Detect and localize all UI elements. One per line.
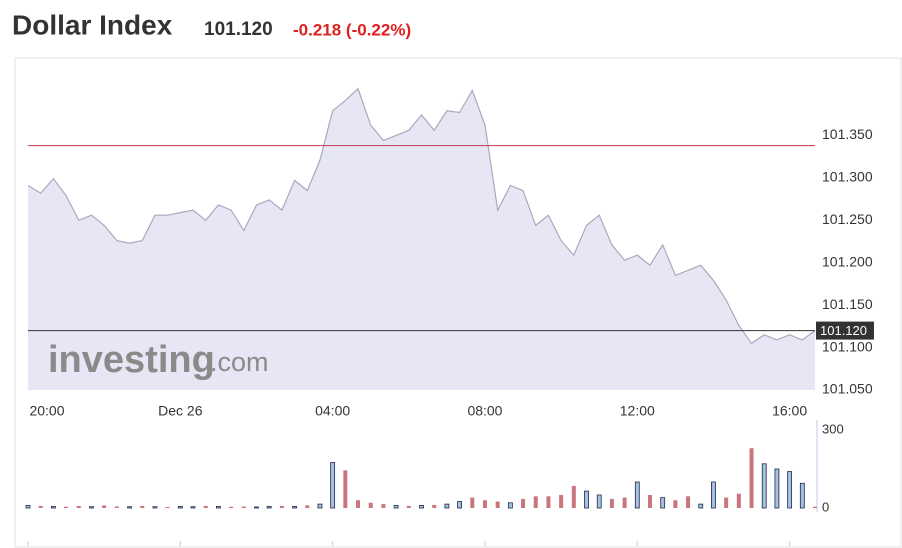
volume-bar [711,481,716,509]
volume-bar [609,498,614,508]
volume-bar [584,490,589,509]
last-price-label: 101.120 [820,323,867,338]
volume-bar [317,503,323,509]
x-tick-label: 16:00 [772,403,807,419]
volume-bar [229,506,234,508]
volume-bar [292,506,297,509]
volume-bar [102,505,107,508]
volume-bar [216,506,221,509]
price-area [28,88,815,390]
volume-bar [634,481,640,509]
price-line [27,87,816,345]
volume-bar [813,506,817,508]
volume-bar [724,497,729,508]
y-tick-label: 101.200 [822,253,873,269]
y-tick-label: 101.050 [822,381,873,397]
volume-bar [266,506,272,509]
volume-bar [482,500,487,508]
volume-bar [254,506,259,509]
y-tick-label: 101.100 [822,338,873,354]
volume-bar [381,504,386,508]
volume-bar [241,506,246,508]
volume-bar [406,505,411,508]
last-price: 101.120 [204,19,273,40]
volume-bar [305,505,310,508]
volume-bar [368,502,373,508]
volume-bar [152,506,158,509]
volume-bar [761,463,767,509]
volume-bar [76,505,81,508]
volume-bar [774,468,780,509]
volume-bar [64,506,69,508]
volume-bar [787,471,793,509]
volume-bar [799,482,805,509]
chart-frame [14,57,902,548]
volume-bar [432,504,437,508]
volume-bar [38,505,43,508]
volume-bar [444,503,450,509]
volume-bar [596,494,602,509]
x-tick-label: 04:00 [315,403,350,419]
volume-bar [571,485,576,508]
last-price-box [816,321,874,340]
volume-bar [330,462,336,509]
volume-bar [470,497,475,508]
volume-bar [559,495,564,508]
y-tick-label: 101.150 [822,296,873,312]
volume-bar [343,470,348,508]
volume-bar [673,500,678,508]
volume-bar [393,504,399,509]
y-tick-label: 101.300 [822,169,873,185]
volume-bar [419,504,424,509]
chart-title: Dollar Index [12,9,173,40]
volume-bar [507,502,513,509]
volume-bar [25,504,31,509]
volume-bar [165,506,170,508]
volume-bar [546,496,551,508]
x-tick-label: Dec 26 [158,403,203,419]
volume-bar [114,506,119,508]
y-tick-label: 101.250 [822,211,873,227]
volume-bar [140,505,145,508]
y-tick-label: 101.350 [822,126,873,142]
volume-tick-label: 300 [822,421,844,436]
watermark-suffix: .com [210,347,269,377]
volume-bar [203,505,208,508]
volume-bar [647,495,652,508]
volume-tick-label: 0 [822,499,829,514]
volume-bar [177,506,183,509]
volume-bar [495,501,500,508]
volume-bar [279,505,284,508]
volume-bar [736,493,741,508]
x-tick-label: 20:00 [29,403,64,419]
volume-bar [686,496,691,508]
watermark-brand: investing [48,339,215,381]
volume-bar [622,497,627,508]
volume-bar [660,497,666,509]
volume-bar [190,506,196,509]
volume-bar [356,500,361,508]
x-tick-label: 12:00 [620,403,655,419]
x-tick-label: 08:00 [467,403,502,419]
volume-bar [533,496,538,508]
volume-bar [127,506,132,509]
volume-bar [50,506,56,509]
volume-bar [749,448,754,508]
volume-bar [457,501,462,509]
volume-bar [698,503,704,509]
volume-bar [89,506,94,509]
price-change: -0.218 (-0.22%) [293,20,411,39]
volume-bar [521,498,526,508]
